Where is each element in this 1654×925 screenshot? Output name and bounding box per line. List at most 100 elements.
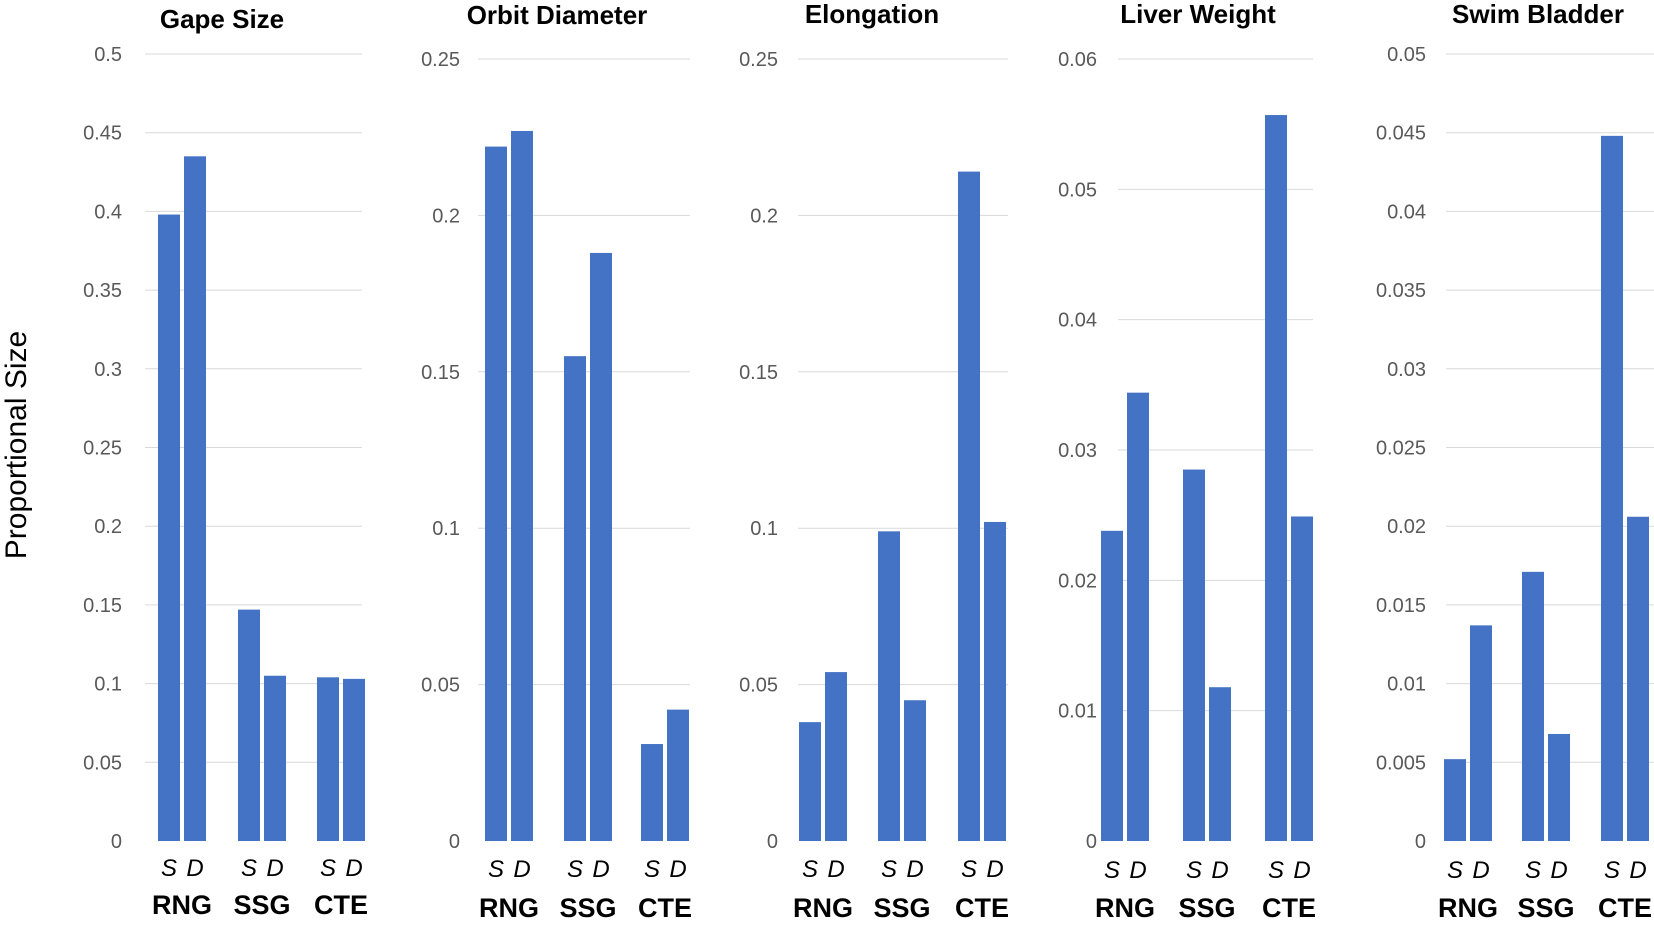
subcategory-label: D (1129, 857, 1146, 884)
y-tick-label: 0.35 (83, 280, 122, 302)
y-tick-label: 0 (111, 831, 122, 853)
bar-ssg-d (1209, 687, 1231, 841)
bar-cte-d (343, 678, 365, 841)
bar-cte-s (317, 677, 339, 841)
bar-cte-d (667, 709, 689, 841)
bar-rng-s (1444, 759, 1466, 841)
group-label: CTE (1262, 893, 1316, 923)
bar-rng-s (1101, 530, 1123, 841)
group-label: RNG (152, 890, 212, 920)
bar-rng-d (511, 130, 533, 842)
bar-ssg-s (878, 531, 900, 841)
y-tick-label: 0.2 (94, 516, 122, 538)
bar-rng-s (799, 722, 821, 841)
chart-title: Elongation (805, 0, 939, 29)
y-tick-label: 0.15 (421, 362, 460, 384)
y-tick-label: 0 (1415, 831, 1426, 853)
subcategory-label: S (1268, 857, 1284, 884)
bar-ssg-s (1522, 571, 1544, 841)
subcategory-label: D (1211, 857, 1228, 884)
chart-panel-0: Gape Size 0 0.05 0.1 0.15 0.2 0.25 0.3 0.35 0.4 0.… (83, 4, 368, 920)
y-tick-label: 0.2 (432, 205, 460, 227)
subcategory-label: D (986, 856, 1003, 883)
chart-title: Swim Bladder (1452, 0, 1624, 29)
bar-rng-s (485, 146, 507, 842)
chart-title: Orbit Diameter (467, 0, 648, 30)
subcategory-label: S (644, 856, 660, 883)
subcategory-label: D (906, 856, 923, 883)
bar-rng-d (825, 672, 847, 841)
y-tick-label: 0 (449, 831, 460, 853)
bar-ssg-d (264, 675, 286, 841)
y-tick-label: 0.005 (1376, 752, 1426, 774)
subcategory-label: S (488, 856, 504, 883)
subcategory-label: S (881, 856, 897, 883)
y-tick-label: 0.15 (739, 362, 778, 384)
group-label: SSG (1517, 893, 1574, 923)
y-tick-label: 0.04 (1058, 310, 1097, 332)
bar-ssg-s (564, 356, 586, 841)
subcategory-label: S (241, 855, 257, 882)
y-tick-label: 0.25 (421, 49, 460, 71)
subcategory-label: S (567, 856, 583, 883)
y-tick-label: 0.05 (83, 752, 122, 774)
subcategory-label: S (161, 855, 177, 882)
panels: Gape Size 0 0.05 0.1 0.15 0.2 0.25 0.3 0.35 0.4 0.… (83, 0, 1654, 923)
y-tick-label: 0.05 (1058, 179, 1097, 201)
bar-cte-s (1265, 115, 1287, 841)
group-label: SSG (233, 890, 290, 920)
y-tick-label: 0.05 (1387, 44, 1426, 66)
bar-rng-d (1470, 625, 1492, 841)
y-tick-label: 0.04 (1387, 201, 1426, 223)
subcategory-label: S (320, 855, 336, 882)
y-tick-label: 0.02 (1387, 516, 1426, 538)
bar-cte-s (641, 744, 663, 841)
subcategory-label: D (1472, 857, 1489, 884)
subcategory-label: D (669, 856, 686, 883)
subcategory-label: D (592, 856, 609, 883)
bar-rng-d (184, 156, 206, 841)
bar-rng-d (1127, 392, 1149, 841)
subcategory-label: S (1447, 857, 1463, 884)
subcategory-label: D (827, 856, 844, 883)
subcategory-label: S (802, 856, 818, 883)
y-tick-label: 0.03 (1058, 440, 1097, 462)
y-tick-label: 0.015 (1376, 595, 1426, 617)
y-tick-label: 0.01 (1058, 701, 1097, 723)
bar-ssg-d (590, 252, 612, 841)
subcategory-label: S (961, 856, 977, 883)
y-tick-label: 0.1 (94, 674, 122, 696)
group-label: SSG (1178, 893, 1235, 923)
y-tick-label: 0 (767, 831, 778, 853)
bar-rng-s (158, 214, 180, 842)
group-label: CTE (955, 893, 1009, 923)
subcategory-label: D (266, 855, 283, 882)
y-tick-label: 0.03 (1387, 359, 1426, 381)
group-label: SSG (559, 893, 616, 923)
group-label: RNG (479, 893, 539, 923)
group-label: RNG (793, 893, 853, 923)
subcategory-label: S (1186, 857, 1202, 884)
subcategory-label: D (513, 856, 530, 883)
group-label: RNG (1438, 893, 1498, 923)
bar-cte-d (1291, 516, 1313, 841)
bar-ssg-d (1548, 733, 1570, 841)
chart-panel-4: Swim Bladder 0 0.005 0.01 0.015 0.02 0.025 0.03… (1376, 0, 1654, 923)
y-tick-label: 0.01 (1387, 674, 1426, 696)
bar-cte-d (1627, 516, 1649, 841)
y-axis-label: Proportional Size (0, 331, 33, 559)
group-label: CTE (314, 890, 368, 920)
y-tick-label: 0.02 (1058, 570, 1097, 592)
bar-ssg-s (238, 609, 260, 841)
y-tick-label: 0.06 (1058, 49, 1097, 71)
y-tick-label: 0.25 (83, 438, 122, 460)
subcategory-label: D (1293, 857, 1310, 884)
bar-ssg-s (1183, 469, 1205, 841)
bar-cte-s (1601, 135, 1623, 841)
y-tick-label: 0.25 (739, 49, 778, 71)
subcategory-label: D (186, 855, 203, 882)
